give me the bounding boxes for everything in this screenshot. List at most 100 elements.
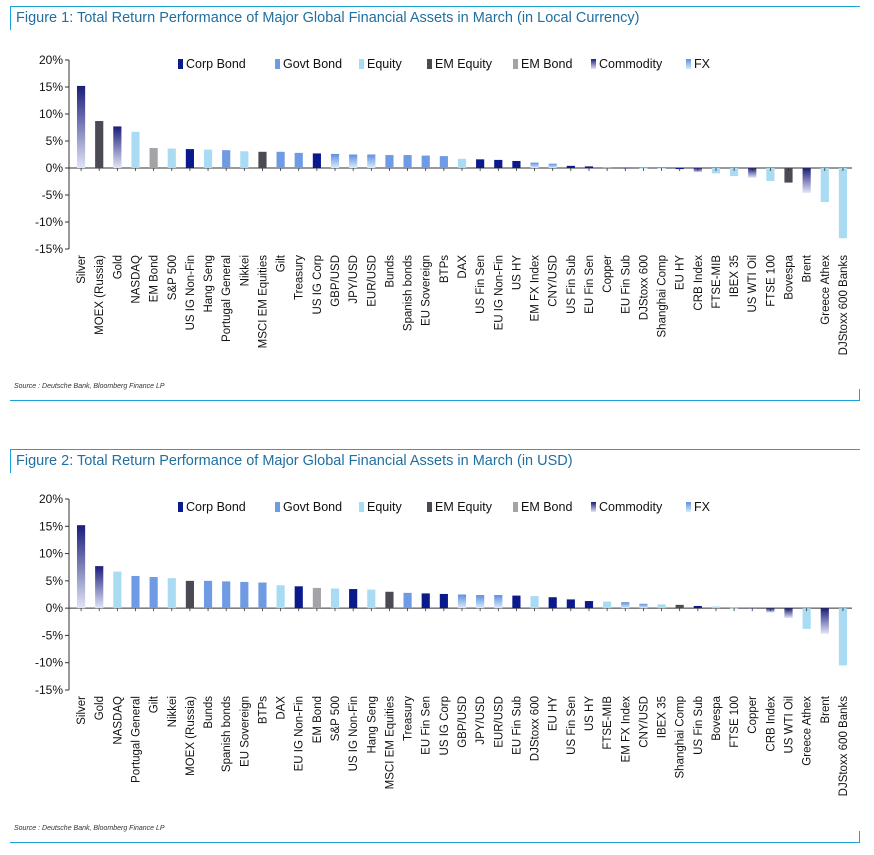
panel-left-border <box>10 6 11 30</box>
category-label: Bunds <box>203 696 215 729</box>
bar <box>312 587 321 609</box>
panel-top-border <box>10 6 860 7</box>
y-tick-label: 0% <box>46 161 64 175</box>
category-label: FTSE-MIB <box>602 696 614 750</box>
category-label: US IG Non-Fin <box>185 255 197 330</box>
category-label: Gilt <box>149 695 161 713</box>
category-label: Brent <box>802 254 814 282</box>
bar <box>185 580 194 609</box>
category-label: US WTI Oil <box>747 255 759 313</box>
bar <box>385 155 394 168</box>
bar <box>584 601 594 609</box>
legend-label: Equity <box>367 57 402 71</box>
category-label: MSCI EM Equities <box>257 255 269 349</box>
bar <box>512 160 521 168</box>
legend-swatch <box>178 502 183 512</box>
legend-swatch <box>591 502 596 512</box>
bar <box>385 591 394 609</box>
category-label: Greece Athex <box>820 255 832 325</box>
bar <box>240 581 249 609</box>
bar <box>603 167 612 169</box>
category-label: Bovespa <box>784 254 796 299</box>
category-label: GBP/USD <box>330 255 342 307</box>
legend-label: EM Equity <box>435 57 493 71</box>
legend-swatch <box>359 502 364 512</box>
category-label: EU IG Non-Fin <box>493 255 505 330</box>
category-label: US Fin Sen <box>475 255 487 314</box>
bar <box>476 159 485 168</box>
y-tick-label: 15% <box>39 80 63 94</box>
bar <box>294 152 303 168</box>
bar <box>494 159 503 168</box>
category-label: US HY <box>584 696 596 731</box>
bar <box>802 168 811 193</box>
category-label: FTSE-MIB <box>711 255 723 309</box>
y-tick-label: -5% <box>42 188 64 202</box>
category-label: CNY/USD <box>548 255 560 307</box>
bar <box>167 578 176 609</box>
legend-label: EM Bond <box>521 500 572 514</box>
bar <box>222 581 231 609</box>
bar <box>240 151 249 168</box>
bar <box>748 168 757 178</box>
category-label: Gold <box>94 696 106 720</box>
y-tick-label: -15% <box>35 242 63 256</box>
category-label: FTSE 100 <box>765 255 777 307</box>
legend-label: EM Equity <box>435 500 493 514</box>
category-label: MSCI EM Equities <box>384 696 396 790</box>
category-label: CRB Index <box>693 255 705 311</box>
category-label: BTPs <box>439 255 451 283</box>
category-label: DAX <box>276 696 288 720</box>
bar <box>294 586 303 609</box>
bar <box>222 150 231 168</box>
category-label: EU IG Non-Fin <box>294 696 306 771</box>
category-label: Brent <box>820 695 832 723</box>
bar <box>838 168 848 239</box>
category-label: DJStoxx 600 <box>530 696 542 761</box>
legend-swatch <box>178 59 183 69</box>
category-label: EM FX Index <box>530 255 542 322</box>
category-label: Spanish bonds <box>221 696 233 772</box>
category-label: Hang Seng <box>203 255 215 313</box>
legend-swatch <box>686 502 691 512</box>
bar <box>548 597 557 609</box>
bar <box>203 580 213 609</box>
bar <box>566 599 575 609</box>
y-tick-label: 5% <box>46 574 64 588</box>
category-label: EU Sovereign <box>239 696 251 767</box>
bar <box>95 121 104 168</box>
bar <box>548 163 557 168</box>
y-tick-label: 5% <box>46 134 64 148</box>
bar <box>530 162 539 168</box>
bar <box>584 166 594 168</box>
category-label: EM FX Index <box>620 696 632 763</box>
bar <box>439 593 448 609</box>
category-label: EM Bond <box>149 255 161 302</box>
bar <box>330 588 340 609</box>
category-label: CRB Index <box>765 696 777 752</box>
category-label: EM Bond <box>312 696 324 743</box>
category-label: US Fin Sub <box>566 255 578 314</box>
y-tick-label: -10% <box>35 215 63 229</box>
legend-label: Commodity <box>599 500 663 514</box>
category-label: US Fin Sen <box>566 696 578 755</box>
bar <box>131 575 140 609</box>
category-label: DAX <box>457 255 469 279</box>
bar <box>512 595 521 609</box>
bar <box>675 604 684 609</box>
category-label: Shanghai Comp <box>657 255 669 337</box>
figure-2-panel: Figure 2: Total Return Performance of Ma… <box>10 449 860 843</box>
category-label: FTSE 100 <box>729 696 741 748</box>
bar <box>784 168 793 183</box>
bar <box>621 602 630 609</box>
category-label: S&P 500 <box>167 255 179 300</box>
y-tick-label: 15% <box>39 519 63 533</box>
bar <box>439 156 448 168</box>
bar <box>167 148 176 168</box>
category-label: DJStoxx 600 <box>638 255 650 320</box>
bar <box>784 608 793 618</box>
category-label: Bovespa <box>711 695 723 740</box>
category-label: US IG Corp <box>312 255 324 314</box>
legend-label: Govt Bond <box>283 500 342 514</box>
figure-2-source: Source : Deutsche Bank, Bloomberg Financ… <box>14 825 165 832</box>
